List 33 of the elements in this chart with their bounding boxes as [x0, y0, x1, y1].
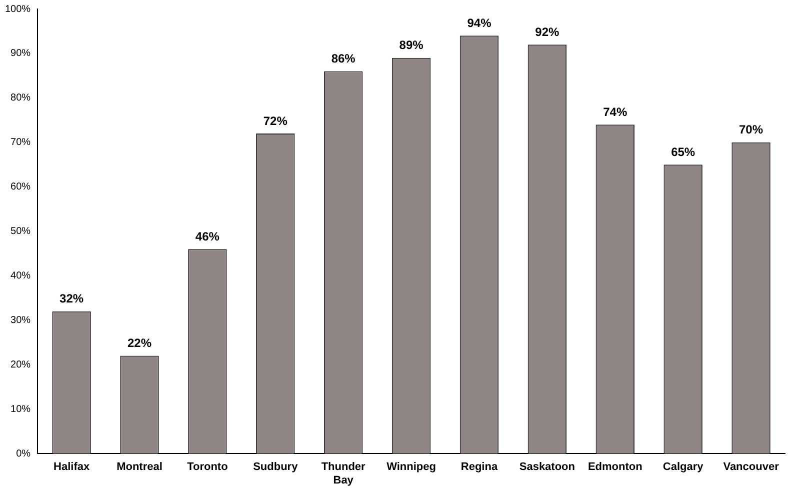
data-label: 46% — [195, 229, 220, 244]
x-tick-label: Calgary — [662, 461, 704, 474]
y-tick-label: 70% — [10, 137, 31, 148]
x-tick-label: Sudbury — [253, 461, 299, 474]
y-tick-label: 30% — [10, 314, 31, 326]
x-tick-label: Winnipeg — [386, 461, 436, 474]
x-tick-label: Saskatoon — [519, 461, 576, 474]
y-tick-label: 10% — [10, 404, 31, 415]
y-tick-label: 90% — [10, 48, 31, 60]
x-tick-label: Vancouver — [723, 461, 780, 474]
data-label: 86% — [331, 52, 356, 66]
data-label: 94% — [467, 16, 492, 30]
x-tick-label: Edmonton — [588, 461, 643, 474]
y-tick-label: 60% — [10, 182, 31, 193]
data-label: 65% — [671, 144, 696, 159]
x-tick-label: Montreal — [116, 461, 162, 474]
y-tick-label: 80% — [10, 92, 31, 104]
data-label: 74% — [603, 104, 628, 119]
data-label: 22% — [127, 336, 152, 350]
y-tick-label: 40% — [10, 270, 31, 282]
data-label: 89% — [399, 38, 424, 52]
data-label: 32% — [60, 292, 84, 306]
x-tick-label: Regina — [460, 461, 498, 474]
data-label: 72% — [263, 114, 288, 128]
y-tick-label: 20% — [10, 359, 31, 370]
y-tick-label: 100% — [5, 4, 31, 15]
data-label: 70% — [739, 122, 764, 137]
y-tick-label: 50% — [10, 226, 31, 238]
x-tick-label: Halifax — [54, 461, 90, 474]
data-label: 92% — [535, 24, 560, 39]
y-tick-label: 0% — [16, 448, 31, 460]
x-tick-label: Toronto — [187, 461, 228, 474]
x-tick-label: Thunder Bay — [321, 461, 366, 486]
